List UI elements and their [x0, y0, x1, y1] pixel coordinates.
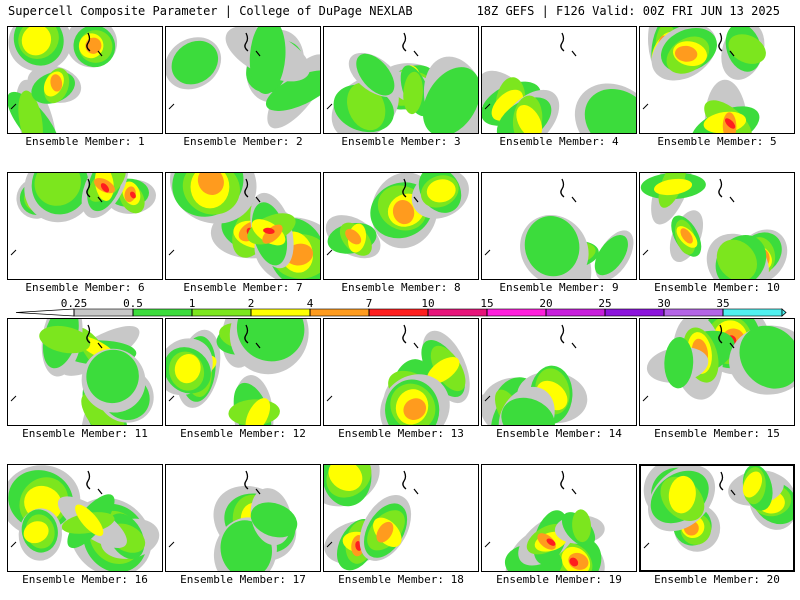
ensemble-member-label: Ensemble Member: 1: [25, 135, 145, 148]
colorbar-tick-label: 20: [539, 297, 552, 310]
ensemble-member-14-map[interactable]: [481, 318, 637, 426]
colorbar-segment: [545, 308, 606, 317]
colorbar-tick-label: 10: [421, 297, 434, 310]
colorbar-tick-label: 35: [716, 297, 729, 310]
colorbar-segment: [722, 308, 783, 317]
colorbar-tick-label: 2: [248, 297, 255, 310]
colorbar-tick-label: 30: [657, 297, 670, 310]
ensemble-member-label: Ensemble Member: 20: [654, 573, 780, 586]
colorbar-segment: [368, 308, 429, 317]
colorbar-segment: [427, 308, 488, 317]
ensemble-member-4-map[interactable]: [481, 26, 637, 134]
ensemble-member-1-map[interactable]: [7, 26, 163, 134]
ensemble-member-3-map[interactable]: [323, 26, 479, 134]
colorbar-left-arrow: [15, 308, 75, 317]
colorbar-tick-label: 15: [480, 297, 493, 310]
ensemble-member-label: Ensemble Member: 5: [657, 135, 777, 148]
ensemble-member-8-map[interactable]: [323, 172, 479, 280]
ensemble-member-label: Ensemble Member: 2: [183, 135, 303, 148]
ensemble-member-7-map[interactable]: [165, 172, 321, 280]
ensemble-member-label: Ensemble Member: 14: [496, 427, 622, 440]
ensemble-member-6-map[interactable]: [7, 172, 163, 280]
ensemble-member-15-map[interactable]: [639, 318, 795, 426]
colorbar-tick-label: 25: [598, 297, 611, 310]
ensemble-member-13-map[interactable]: [323, 318, 479, 426]
ensemble-member-16-map[interactable]: [7, 464, 163, 572]
ensemble-member-2-map[interactable]: [165, 26, 321, 134]
ensemble-member-20-map[interactable]: [639, 464, 795, 572]
ensemble-member-18-map[interactable]: [323, 464, 479, 572]
colorbar-right-arrow: [781, 308, 787, 317]
ensemble-member-label: Ensemble Member: 15: [654, 427, 780, 440]
ensemble-member-label: Ensemble Member: 8: [341, 281, 461, 294]
ensemble-member-label: Ensemble Member: 4: [499, 135, 619, 148]
ensemble-member-5-map[interactable]: [639, 26, 795, 134]
colorbar-segment: [73, 308, 134, 317]
colorbar-tick-label: 1: [189, 297, 196, 310]
colorbar-tick-label: 0.5: [123, 297, 143, 310]
ensemble-member-label: Ensemble Member: 16: [22, 573, 148, 586]
ensemble-member-label: Ensemble Member: 7: [183, 281, 303, 294]
ensemble-member-label: Ensemble Member: 19: [496, 573, 622, 586]
title-right: 18Z GEFS | F126 Valid: 00Z FRI JUN 13 20…: [476, 4, 780, 18]
ensemble-member-19-map[interactable]: [481, 464, 637, 572]
colorbar-segment: [309, 308, 370, 317]
colorbar-tick-label: 4: [307, 297, 314, 310]
ensemble-member-label: Ensemble Member: 11: [22, 427, 148, 440]
ensemble-member-label: Ensemble Member: 9: [499, 281, 619, 294]
colorbar-segment: [132, 308, 193, 317]
ensemble-member-11-map[interactable]: [7, 318, 163, 426]
ensemble-member-label: Ensemble Member: 18: [338, 573, 464, 586]
ensemble-member-10-map[interactable]: [639, 172, 795, 280]
ensemble-member-12-map[interactable]: [165, 318, 321, 426]
ensemble-member-label: Ensemble Member: 6: [25, 281, 145, 294]
ensemble-member-label: Ensemble Member: 12: [180, 427, 306, 440]
ensemble-member-9-map[interactable]: [481, 172, 637, 280]
ensemble-member-label: Ensemble Member: 13: [338, 427, 464, 440]
colorbar-segment: [663, 308, 724, 317]
ensemble-member-label: Ensemble Member: 3: [341, 135, 461, 148]
colorbar-tick-label: 0.25: [61, 297, 88, 310]
colorbar-tick-label: 7: [366, 297, 373, 310]
color-scale-bar: 0.25 0.5 1 2 4 7 10 15 20 25 30 35: [15, 297, 787, 317]
colorbar-segment: [486, 308, 547, 317]
title-left: Supercell Composite Parameter | College …: [8, 4, 413, 18]
ensemble-member-17-map[interactable]: [165, 464, 321, 572]
colorbar-segment: [250, 308, 311, 317]
ensemble-member-label: Ensemble Member: 10: [654, 281, 780, 294]
colorbar-segment: [191, 308, 252, 317]
ensemble-member-label: Ensemble Member: 17: [180, 573, 306, 586]
colorbar-segment: [604, 308, 665, 317]
